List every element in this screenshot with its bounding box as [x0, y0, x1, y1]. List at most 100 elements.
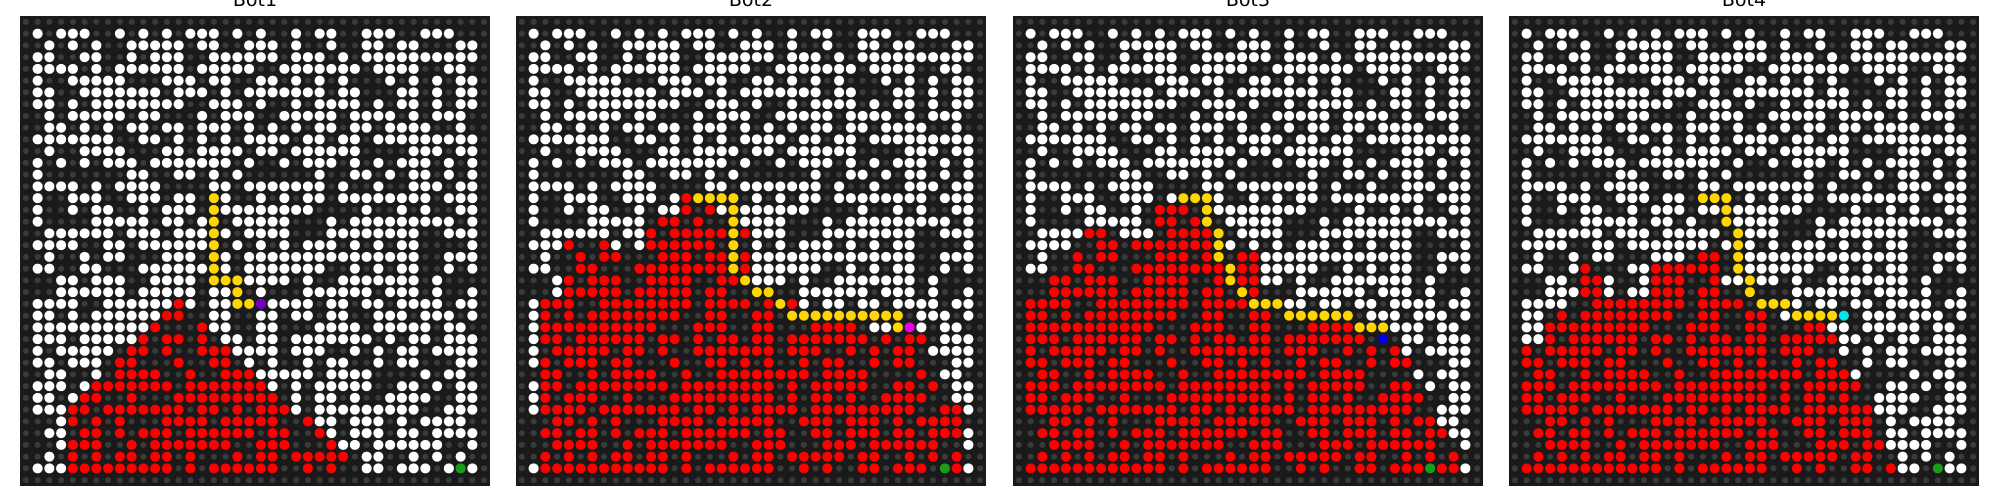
wall-cell [977, 159, 984, 166]
fire-cell [138, 428, 149, 439]
open-cell [845, 134, 856, 145]
open-cell [32, 345, 43, 356]
wall-cell [1192, 359, 1199, 366]
wall-cell [1145, 347, 1152, 354]
open-cell [443, 157, 454, 168]
wall-cell [695, 77, 702, 84]
open-cell [455, 392, 466, 403]
fire-cell [1107, 334, 1118, 345]
open-cell [432, 181, 443, 192]
open-cell [1284, 75, 1295, 86]
fire-cell [763, 381, 774, 392]
open-cell [408, 169, 419, 180]
wall-cell [1156, 324, 1163, 331]
open-cell [1686, 63, 1697, 74]
wall-cell [530, 277, 537, 284]
open-cell [244, 357, 255, 368]
wall-cell [1180, 347, 1187, 354]
open-cell [939, 369, 950, 380]
wall-cell [69, 54, 76, 61]
open-cell [1378, 110, 1389, 121]
wall-cell [1582, 18, 1589, 25]
open-cell [396, 134, 407, 145]
open-cell [845, 228, 856, 239]
path-cell [1260, 298, 1271, 309]
wall-cell [281, 124, 288, 131]
open-cell [1436, 322, 1447, 333]
wall-cell [481, 206, 488, 213]
fire-cell [622, 345, 633, 356]
wall-cell [554, 477, 561, 484]
wall-cell [930, 265, 937, 272]
open-cell [951, 298, 962, 309]
wall-cell [81, 101, 88, 108]
wall-cell [977, 430, 984, 437]
open-cell [1037, 251, 1048, 262]
fire-cell [220, 392, 231, 403]
wall-cell [1051, 477, 1058, 484]
wall-cell [1641, 18, 1648, 25]
fire-cell [563, 322, 574, 333]
fire-cell [1354, 428, 1365, 439]
wall-cell [883, 242, 890, 249]
fire-cell [822, 416, 833, 427]
wall-cell [1450, 18, 1457, 25]
fire-cell [1049, 369, 1060, 380]
wall-cell [140, 148, 147, 155]
open-cell [1107, 87, 1118, 98]
open-cell [1166, 87, 1177, 98]
wall-cell [1145, 477, 1152, 484]
wall-cell [636, 441, 643, 448]
open-cell [173, 287, 184, 298]
open-cell [1190, 146, 1201, 157]
wall-cell [281, 148, 288, 155]
wall-cell [1333, 242, 1340, 249]
wall-cell [422, 89, 429, 96]
wall-cell [1215, 218, 1222, 225]
wall-cell [859, 159, 866, 166]
wall-cell [1829, 42, 1836, 49]
fire-cell [1143, 439, 1154, 450]
wall-cell [246, 406, 253, 413]
wall-cell [1391, 148, 1398, 155]
fire-cell [1107, 463, 1118, 474]
open-cell [1107, 63, 1118, 74]
wall-cell [1062, 430, 1069, 437]
open-cell [1436, 134, 1447, 145]
wall-cell [363, 148, 370, 155]
wall-cell [777, 324, 784, 331]
wall-cell [871, 124, 878, 131]
fire-cell [267, 428, 278, 439]
open-cell [302, 193, 313, 204]
wall-cell [554, 77, 561, 84]
wall-cell [542, 18, 549, 25]
open-cell [939, 28, 950, 39]
wall-cell [234, 359, 241, 366]
open-cell [1037, 63, 1048, 74]
wall-cell [152, 418, 159, 425]
wall-cell [859, 242, 866, 249]
wall-cell [1427, 265, 1434, 272]
fire-cell [1119, 463, 1130, 474]
open-cell [91, 40, 102, 51]
wall-cell [977, 30, 984, 37]
fire-cell [255, 392, 266, 403]
wall-cell [753, 430, 760, 437]
open-cell [1460, 99, 1471, 110]
wall-cell [199, 206, 206, 213]
wall-cell [765, 101, 772, 108]
wall-cell [434, 18, 441, 25]
fire-cell [314, 451, 325, 462]
wall-cell [1450, 30, 1457, 37]
wall-cell [1321, 277, 1328, 284]
wall-cell [1227, 124, 1234, 131]
wall-cell [1039, 277, 1046, 284]
wall-cell [387, 383, 394, 390]
wall-cell [965, 277, 972, 284]
wall-cell [683, 477, 690, 484]
fire-cell [1119, 322, 1130, 333]
fire-cell [1037, 451, 1048, 462]
wall-cell [918, 359, 925, 366]
open-cell [1166, 75, 1177, 86]
open-cell [587, 52, 598, 63]
